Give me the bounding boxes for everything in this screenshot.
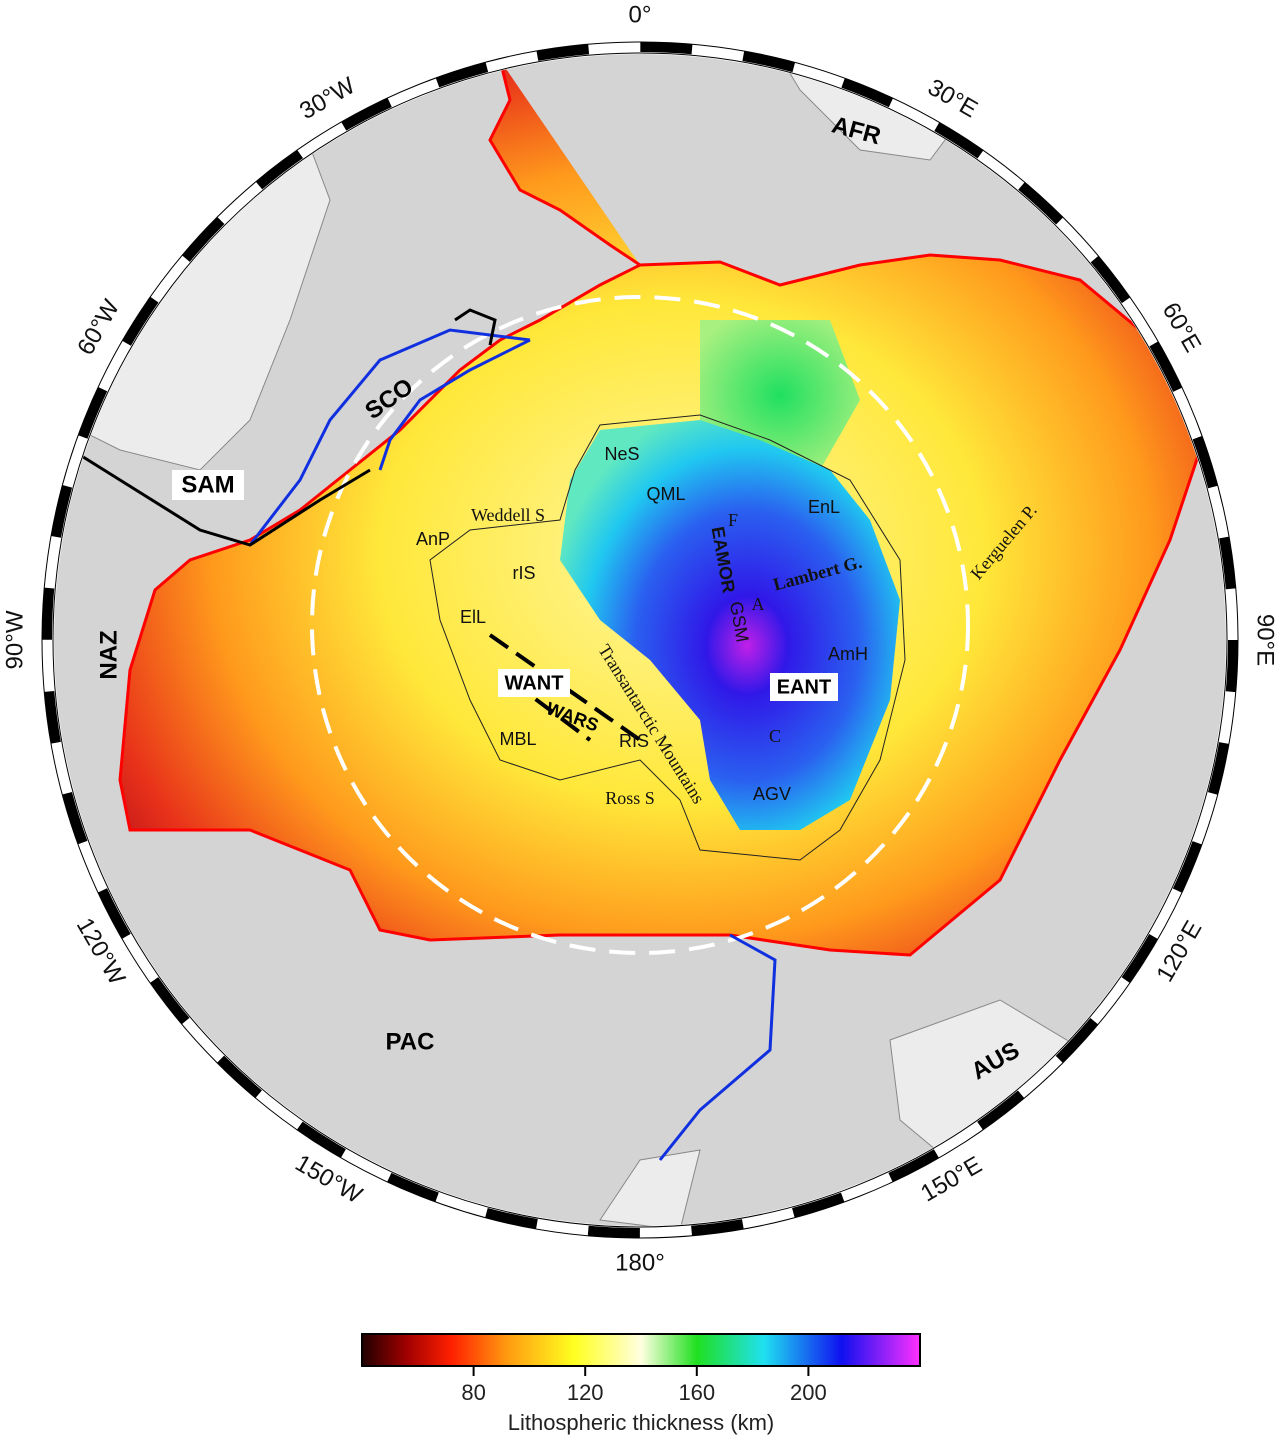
plate-boundary bbox=[658, 933, 777, 1161]
colorbar: Lithospheric thickness (km) 80 120 160 200 bbox=[361, 1333, 921, 1435]
plate-boundary bbox=[378, 338, 531, 471]
colorbar-label: Lithospheric thickness (km) bbox=[508, 1410, 775, 1435]
plate-label: PAC bbox=[386, 1028, 435, 1055]
region-label: EnL bbox=[808, 497, 840, 517]
ridge-boundary bbox=[488, 59, 641, 267]
graticule-label: 0° bbox=[629, 1, 652, 28]
colorbar-tick-label: 160 bbox=[678, 1380, 715, 1405]
region-label: AmH bbox=[828, 644, 868, 664]
frame-inner bbox=[52, 52, 1228, 1228]
plate-label: SAM bbox=[181, 471, 234, 498]
trench bbox=[79, 453, 371, 547]
graticule-label: 150°W bbox=[291, 1150, 367, 1210]
colorbar-tick-label: 120 bbox=[567, 1380, 604, 1405]
graticule-label: 180° bbox=[615, 1249, 665, 1276]
region-label: AnP bbox=[416, 529, 450, 549]
region-label: Weddell S bbox=[471, 505, 545, 525]
map-body bbox=[54, 54, 1226, 1226]
trench bbox=[454, 308, 497, 346]
coastline bbox=[429, 414, 906, 861]
green-patch bbox=[700, 320, 860, 470]
plate-label: EANT bbox=[777, 676, 831, 698]
colorbar-tick-label: 200 bbox=[790, 1380, 827, 1405]
region-label: NeS bbox=[604, 444, 639, 464]
region-label: AGV bbox=[753, 784, 791, 804]
colorbar-ramp bbox=[361, 1333, 921, 1367]
field-boundary bbox=[118, 253, 1202, 957]
region-label: F bbox=[728, 510, 738, 530]
graticule-label: 90°E bbox=[1252, 614, 1279, 666]
dashed-circle bbox=[310, 295, 970, 955]
colorbar-tick-label: 80 bbox=[461, 1380, 485, 1405]
region-label: A bbox=[752, 594, 765, 614]
graticule-label: 60°E bbox=[1157, 298, 1207, 357]
frame-outer bbox=[41, 41, 1239, 1239]
region-label: ElL bbox=[460, 607, 486, 627]
plate-label: NAZ bbox=[95, 630, 122, 679]
region-label: rIS bbox=[512, 563, 535, 583]
region-label: C bbox=[769, 726, 781, 746]
label-box bbox=[498, 669, 570, 697]
plate-label: WANT bbox=[505, 672, 564, 694]
graticule-label: 120°E bbox=[1151, 916, 1207, 986]
new-zealand bbox=[599, 1149, 701, 1226]
plate-boundary bbox=[248, 328, 531, 546]
label-box bbox=[172, 470, 244, 500]
region-label: RIS bbox=[619, 731, 649, 751]
graticule-label: 90°W bbox=[1, 610, 28, 669]
region-label: Ross S bbox=[605, 788, 655, 808]
graticule-label: 30°E bbox=[923, 74, 982, 124]
region-label: QML bbox=[646, 484, 685, 504]
label-box bbox=[770, 673, 838, 701]
cratonic-core bbox=[560, 420, 900, 830]
region-label: MBL bbox=[499, 729, 536, 749]
frame-ticks bbox=[42, 42, 1238, 1238]
